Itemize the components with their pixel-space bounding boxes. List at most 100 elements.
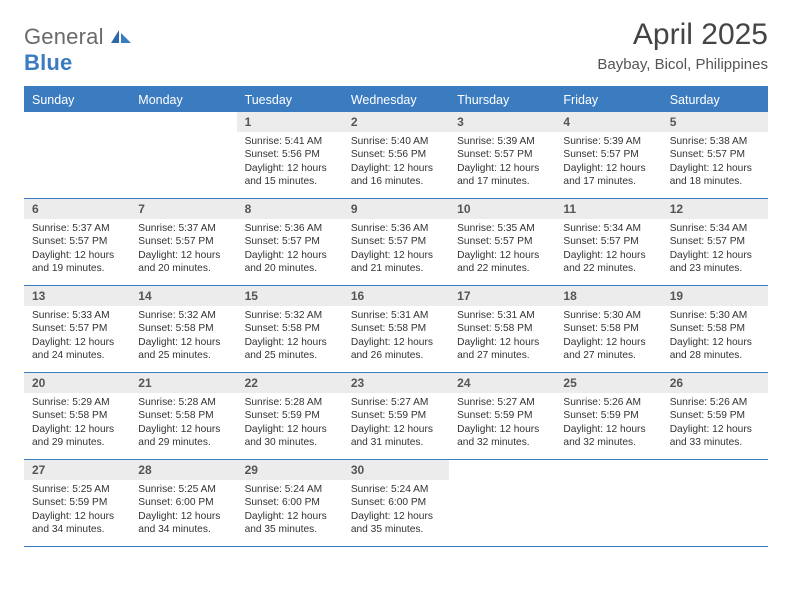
day-cell: [662, 460, 768, 546]
day-body: Sunrise: 5:29 AMSunset: 5:58 PMDaylight:…: [24, 393, 130, 454]
weekday-header: Tuesday: [237, 88, 343, 112]
title-block: April 2025 Baybay, Bicol, Philippines: [597, 18, 768, 73]
day-cell: 1Sunrise: 5:41 AMSunset: 5:56 PMDaylight…: [237, 112, 343, 198]
sunrise-text: Sunrise: 5:37 AM: [32, 222, 122, 235]
sunset-text: Sunset: 5:58 PM: [457, 322, 547, 335]
day-cell: 9Sunrise: 5:36 AMSunset: 5:57 PMDaylight…: [343, 199, 449, 285]
sunrise-text: Sunrise: 5:29 AM: [32, 396, 122, 409]
sunrise-text: Sunrise: 5:36 AM: [351, 222, 441, 235]
day-number: 13: [24, 286, 130, 306]
day-number-blank: [24, 112, 130, 132]
day-cell: 17Sunrise: 5:31 AMSunset: 5:58 PMDayligh…: [449, 286, 555, 372]
day-cell: [555, 460, 661, 546]
sunrise-text: Sunrise: 5:27 AM: [351, 396, 441, 409]
day-body: Sunrise: 5:36 AMSunset: 5:57 PMDaylight:…: [343, 219, 449, 280]
sunrise-text: Sunrise: 5:28 AM: [245, 396, 335, 409]
daylight-text: Daylight: 12 hours and 28 minutes.: [670, 336, 760, 363]
day-cell: 24Sunrise: 5:27 AMSunset: 5:59 PMDayligh…: [449, 373, 555, 459]
day-body: Sunrise: 5:27 AMSunset: 5:59 PMDaylight:…: [343, 393, 449, 454]
day-body: Sunrise: 5:39 AMSunset: 5:57 PMDaylight:…: [449, 132, 555, 193]
weekday-header: Monday: [130, 88, 236, 112]
logo-sail-icon: [110, 24, 132, 40]
sunrise-text: Sunrise: 5:34 AM: [563, 222, 653, 235]
sunset-text: Sunset: 5:58 PM: [138, 322, 228, 335]
sunrise-text: Sunrise: 5:26 AM: [670, 396, 760, 409]
sunrise-text: Sunrise: 5:36 AM: [245, 222, 335, 235]
sunset-text: Sunset: 5:58 PM: [670, 322, 760, 335]
day-body: Sunrise: 5:25 AMSunset: 5:59 PMDaylight:…: [24, 480, 130, 541]
logo-text: General Blue: [24, 24, 132, 76]
day-number: 23: [343, 373, 449, 393]
sunrise-text: Sunrise: 5:39 AM: [563, 135, 653, 148]
daylight-text: Daylight: 12 hours and 24 minutes.: [32, 336, 122, 363]
sunset-text: Sunset: 5:57 PM: [138, 235, 228, 248]
daylight-text: Daylight: 12 hours and 20 minutes.: [245, 249, 335, 276]
day-number: 14: [130, 286, 236, 306]
daylight-text: Daylight: 12 hours and 35 minutes.: [245, 510, 335, 537]
sunset-text: Sunset: 5:57 PM: [32, 235, 122, 248]
sunrise-text: Sunrise: 5:31 AM: [457, 309, 547, 322]
week-row: 6Sunrise: 5:37 AMSunset: 5:57 PMDaylight…: [24, 199, 768, 286]
day-number: 18: [555, 286, 661, 306]
day-number: 29: [237, 460, 343, 480]
day-body: Sunrise: 5:34 AMSunset: 5:57 PMDaylight:…: [555, 219, 661, 280]
day-number: 22: [237, 373, 343, 393]
day-cell: 29Sunrise: 5:24 AMSunset: 6:00 PMDayligh…: [237, 460, 343, 546]
topbar: General Blue April 2025 Baybay, Bicol, P…: [24, 18, 768, 76]
sunset-text: Sunset: 5:59 PM: [457, 409, 547, 422]
daylight-text: Daylight: 12 hours and 21 minutes.: [351, 249, 441, 276]
day-body: Sunrise: 5:30 AMSunset: 5:58 PMDaylight:…: [662, 306, 768, 367]
sunrise-text: Sunrise: 5:24 AM: [245, 483, 335, 496]
day-number: 3: [449, 112, 555, 132]
sunrise-text: Sunrise: 5:27 AM: [457, 396, 547, 409]
sunrise-text: Sunrise: 5:38 AM: [670, 135, 760, 148]
daylight-text: Daylight: 12 hours and 20 minutes.: [138, 249, 228, 276]
day-body: Sunrise: 5:24 AMSunset: 6:00 PMDaylight:…: [343, 480, 449, 541]
daylight-text: Daylight: 12 hours and 26 minutes.: [351, 336, 441, 363]
sunset-text: Sunset: 5:57 PM: [563, 235, 653, 248]
day-body: Sunrise: 5:37 AMSunset: 5:57 PMDaylight:…: [24, 219, 130, 280]
sunrise-text: Sunrise: 5:35 AM: [457, 222, 547, 235]
day-number: 9: [343, 199, 449, 219]
day-body: Sunrise: 5:27 AMSunset: 5:59 PMDaylight:…: [449, 393, 555, 454]
day-cell: 30Sunrise: 5:24 AMSunset: 6:00 PMDayligh…: [343, 460, 449, 546]
daylight-text: Daylight: 12 hours and 32 minutes.: [563, 423, 653, 450]
sunset-text: Sunset: 5:57 PM: [351, 235, 441, 248]
day-number: 24: [449, 373, 555, 393]
day-body: Sunrise: 5:34 AMSunset: 5:57 PMDaylight:…: [662, 219, 768, 280]
sunset-text: Sunset: 5:57 PM: [670, 148, 760, 161]
page-title: April 2025: [597, 18, 768, 52]
sunrise-text: Sunrise: 5:24 AM: [351, 483, 441, 496]
sunset-text: Sunset: 5:59 PM: [351, 409, 441, 422]
day-cell: 23Sunrise: 5:27 AMSunset: 5:59 PMDayligh…: [343, 373, 449, 459]
day-cell: [130, 112, 236, 198]
sunset-text: Sunset: 5:58 PM: [138, 409, 228, 422]
sunset-text: Sunset: 5:57 PM: [245, 235, 335, 248]
day-cell: 7Sunrise: 5:37 AMSunset: 5:57 PMDaylight…: [130, 199, 236, 285]
day-cell: 13Sunrise: 5:33 AMSunset: 5:57 PMDayligh…: [24, 286, 130, 372]
weekday-header: Sunday: [24, 88, 130, 112]
week-row: 13Sunrise: 5:33 AMSunset: 5:57 PMDayligh…: [24, 286, 768, 373]
week-row: 27Sunrise: 5:25 AMSunset: 5:59 PMDayligh…: [24, 460, 768, 547]
daylight-text: Daylight: 12 hours and 29 minutes.: [32, 423, 122, 450]
weekday-header: Thursday: [449, 88, 555, 112]
day-number: 11: [555, 199, 661, 219]
day-number: 19: [662, 286, 768, 306]
sunset-text: Sunset: 5:58 PM: [351, 322, 441, 335]
day-body: Sunrise: 5:28 AMSunset: 5:59 PMDaylight:…: [237, 393, 343, 454]
day-number: 17: [449, 286, 555, 306]
day-number: 27: [24, 460, 130, 480]
sunset-text: Sunset: 5:59 PM: [563, 409, 653, 422]
logo-word-blue: Blue: [24, 50, 72, 75]
day-body: Sunrise: 5:31 AMSunset: 5:58 PMDaylight:…: [343, 306, 449, 367]
day-cell: 2Sunrise: 5:40 AMSunset: 5:56 PMDaylight…: [343, 112, 449, 198]
day-number-blank: [662, 460, 768, 480]
daylight-text: Daylight: 12 hours and 30 minutes.: [245, 423, 335, 450]
week-row: 1Sunrise: 5:41 AMSunset: 5:56 PMDaylight…: [24, 112, 768, 199]
day-body: Sunrise: 5:36 AMSunset: 5:57 PMDaylight:…: [237, 219, 343, 280]
sunrise-text: Sunrise: 5:26 AM: [563, 396, 653, 409]
sunrise-text: Sunrise: 5:33 AM: [32, 309, 122, 322]
sunset-text: Sunset: 6:00 PM: [351, 496, 441, 509]
day-cell: 6Sunrise: 5:37 AMSunset: 5:57 PMDaylight…: [24, 199, 130, 285]
day-cell: 14Sunrise: 5:32 AMSunset: 5:58 PMDayligh…: [130, 286, 236, 372]
